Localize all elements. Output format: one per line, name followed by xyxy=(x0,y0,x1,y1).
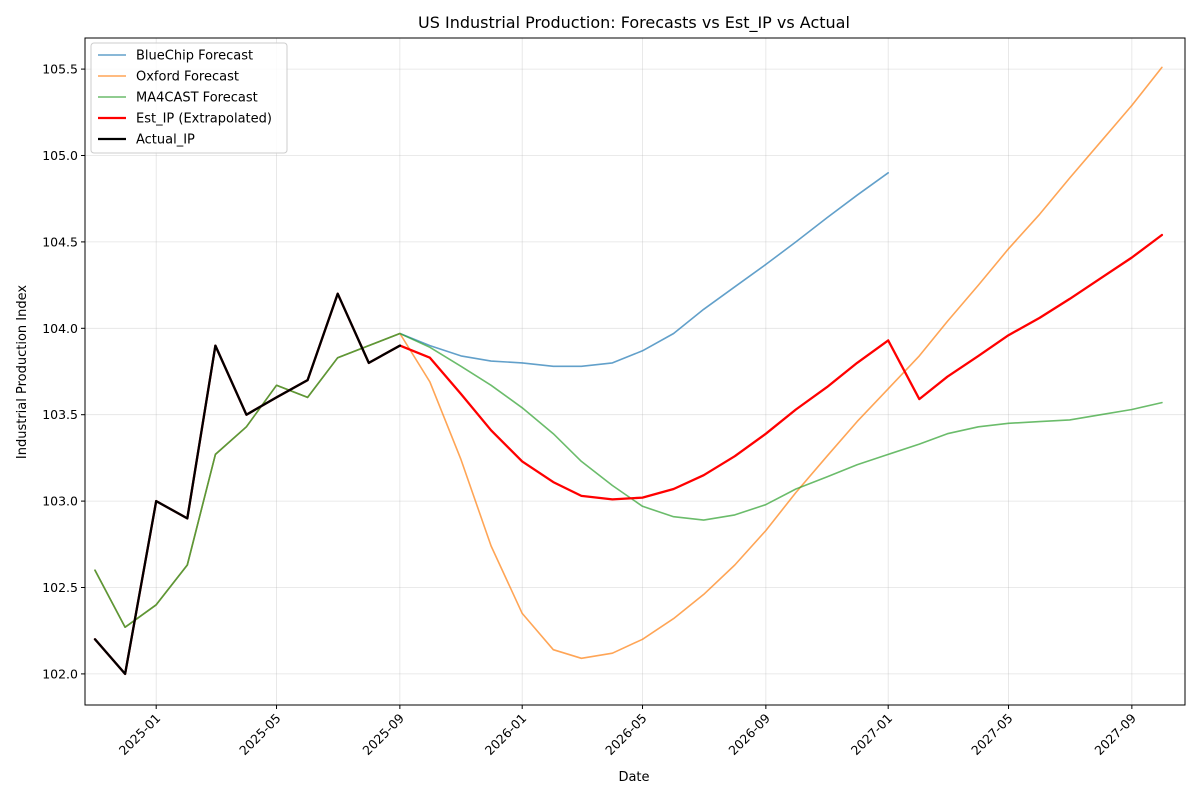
series-line-ma4cast-forecast xyxy=(94,332,1163,628)
y-tick-label: 103.5 xyxy=(42,407,78,422)
legend-label: Est_IP (Extrapolated) xyxy=(136,112,272,127)
series-layer xyxy=(93,66,1164,676)
legend-box xyxy=(90,42,288,154)
legend-label: Oxford Forecast xyxy=(136,70,239,85)
y-tick-label: 105.0 xyxy=(42,148,78,163)
y-tick-label: 104.5 xyxy=(42,234,78,249)
series-line-actual-ip xyxy=(93,292,402,676)
legend-label: BlueChip Forecast xyxy=(136,49,253,64)
y-axis-title: Industrial Production Index xyxy=(15,285,30,459)
y-tick-label: 103.0 xyxy=(42,494,78,509)
y-tick-label: 104.0 xyxy=(42,321,78,336)
chart-title: US Industrial Production: Forecasts vs E… xyxy=(418,13,850,33)
x-axis-title: Date xyxy=(618,770,649,785)
plot-frame xyxy=(84,37,1186,706)
legend: BlueChip Forecast Oxford Forecast MA4CAST … xyxy=(90,42,288,154)
legend-label: Actual_IP xyxy=(136,133,195,148)
y-tick-label: 105.5 xyxy=(42,62,78,77)
y-tick-label: 102.5 xyxy=(42,580,78,595)
legend-label: MA4CAST Forecast xyxy=(136,91,258,106)
y-axis: 102.0 102.5 103.0 103.5 104.0 104.5 105.0 105.5 xyxy=(42,62,85,681)
y-tick-label: 102.0 xyxy=(42,666,78,681)
